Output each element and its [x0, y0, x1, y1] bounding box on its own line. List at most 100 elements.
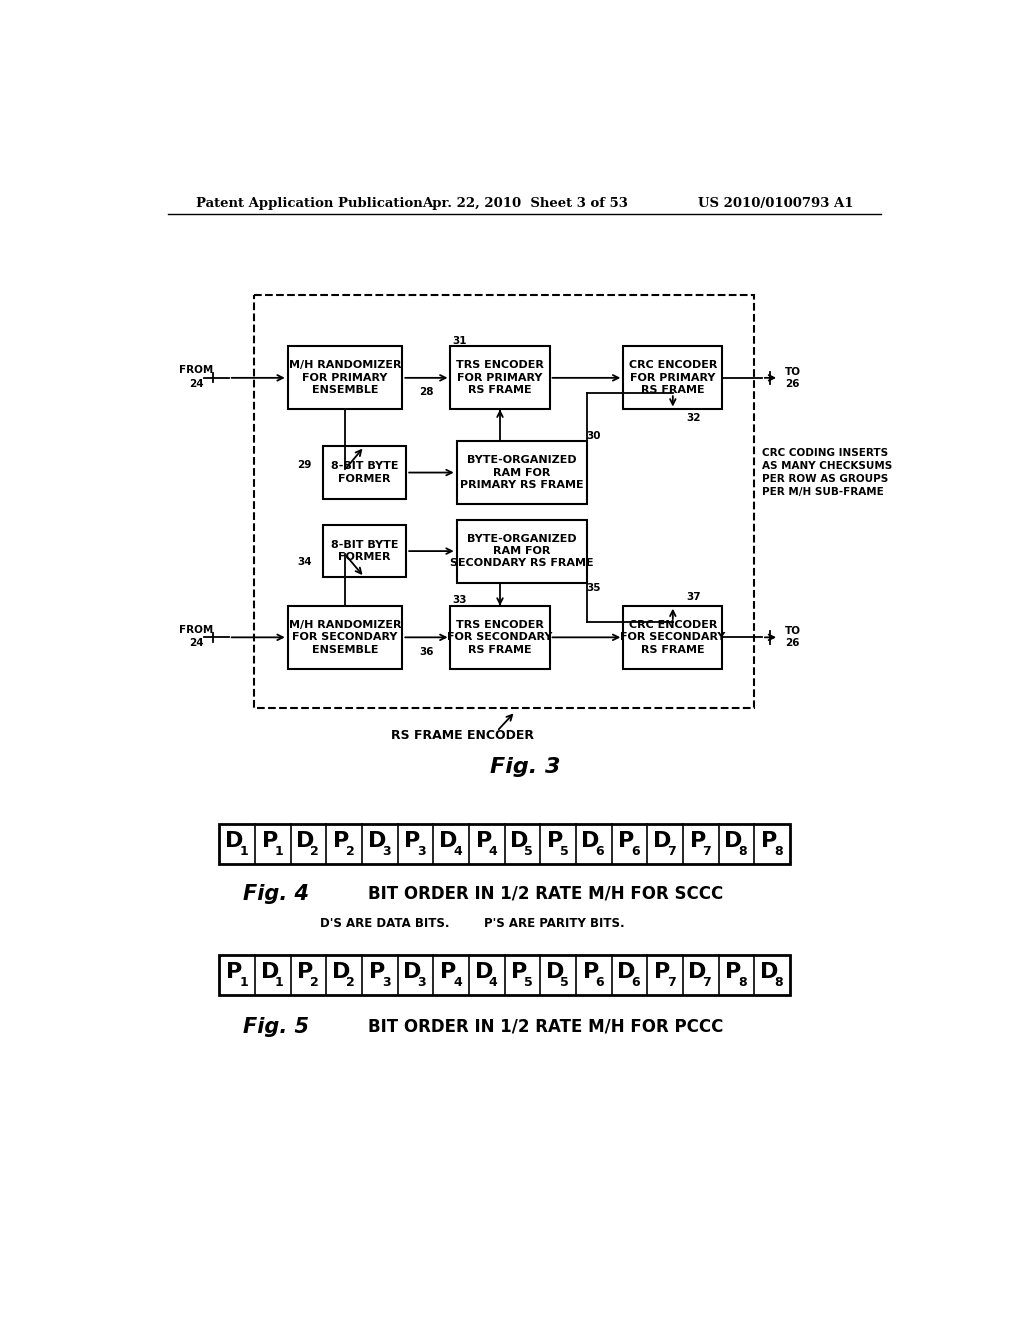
Text: 5: 5	[524, 845, 534, 858]
Text: Fig. 3: Fig. 3	[489, 756, 560, 776]
Text: D: D	[332, 962, 350, 982]
Text: P: P	[689, 832, 706, 851]
Text: US 2010/0100793 A1: US 2010/0100793 A1	[698, 197, 853, 210]
Bar	[288, 606, 402, 669]
Text: 2: 2	[310, 845, 319, 858]
Text: 1: 1	[274, 845, 284, 858]
Bar	[457, 441, 587, 504]
Bar	[451, 346, 550, 409]
Text: D: D	[510, 832, 528, 851]
Text: 6: 6	[632, 845, 640, 858]
Text: 6: 6	[596, 975, 604, 989]
Text: P: P	[475, 832, 492, 851]
Text: 30: 30	[587, 430, 601, 441]
Text: 5: 5	[560, 975, 568, 989]
Text: 8: 8	[738, 845, 746, 858]
Text: 36: 36	[419, 647, 433, 656]
Text: 33: 33	[452, 595, 467, 606]
Text: RS FRAME ENCODER: RS FRAME ENCODER	[391, 730, 535, 742]
Text: D: D	[652, 832, 671, 851]
Text: D: D	[225, 832, 244, 851]
Text: D: D	[760, 962, 778, 982]
Text: D: D	[582, 832, 600, 851]
Text: 8: 8	[774, 975, 782, 989]
Text: P: P	[547, 832, 563, 851]
Text: 3: 3	[418, 845, 426, 858]
Text: 2: 2	[346, 975, 354, 989]
Text: 26: 26	[785, 379, 800, 389]
Text: 24: 24	[188, 379, 204, 389]
Text: 1: 1	[239, 975, 248, 989]
Text: P: P	[725, 962, 741, 982]
Text: CRC ENCODER
FOR SECONDARY
RS FRAME: CRC ENCODER FOR SECONDARY RS FRAME	[621, 620, 726, 655]
Text: 28: 28	[419, 387, 433, 397]
Text: Apr. 22, 2010  Sheet 3 of 53: Apr. 22, 2010 Sheet 3 of 53	[422, 197, 628, 210]
Text: 4: 4	[488, 845, 498, 858]
Text: P: P	[333, 832, 349, 851]
Text: D: D	[724, 832, 742, 851]
Bar	[323, 446, 407, 499]
Text: D: D	[368, 832, 386, 851]
Text: 3: 3	[418, 975, 426, 989]
Text: 4: 4	[453, 975, 462, 989]
Text: P: P	[761, 832, 777, 851]
Text: FROM: FROM	[179, 366, 213, 375]
Text: 8: 8	[738, 975, 746, 989]
Text: 6: 6	[632, 975, 640, 989]
Text: D: D	[688, 962, 707, 982]
Text: P: P	[226, 962, 243, 982]
Text: BIT ORDER IN 1/2 RATE M/H FOR PCCC: BIT ORDER IN 1/2 RATE M/H FOR PCCC	[369, 1018, 724, 1036]
Text: M/H RANDOMIZER
FOR PRIMARY
ENSEMBLE: M/H RANDOMIZER FOR PRIMARY ENSEMBLE	[289, 360, 401, 395]
Text: 31: 31	[452, 335, 467, 346]
Text: TO: TO	[785, 367, 801, 376]
Text: 6: 6	[596, 845, 604, 858]
Text: 7: 7	[667, 845, 676, 858]
Text: 32: 32	[686, 413, 700, 422]
Text: BIT ORDER IN 1/2 RATE M/H FOR SCCC: BIT ORDER IN 1/2 RATE M/H FOR SCCC	[369, 884, 724, 903]
Text: 1: 1	[239, 845, 248, 858]
Text: D: D	[439, 832, 458, 851]
Text: P: P	[583, 962, 599, 982]
Text: P'S ARE PARITY BITS.: P'S ARE PARITY BITS.	[484, 917, 625, 931]
Text: D: D	[261, 962, 279, 982]
Text: P: P	[262, 832, 278, 851]
Text: TRS ENCODER
FOR SECONDARY
RS FRAME: TRS ENCODER FOR SECONDARY RS FRAME	[447, 620, 553, 655]
Text: 26: 26	[785, 639, 800, 648]
Text: 7: 7	[702, 845, 712, 858]
Text: 24: 24	[188, 639, 204, 648]
Text: 37: 37	[686, 593, 700, 602]
Text: FROM: FROM	[179, 624, 213, 635]
Text: 4: 4	[453, 845, 462, 858]
Text: P: P	[369, 962, 385, 982]
Text: D: D	[403, 962, 422, 982]
Bar	[219, 954, 790, 995]
Text: 29: 29	[297, 459, 311, 470]
Bar	[451, 606, 550, 669]
Text: P: P	[297, 962, 313, 982]
Bar	[457, 520, 587, 582]
Text: D: D	[546, 962, 564, 982]
Text: D: D	[296, 832, 314, 851]
Bar	[323, 525, 407, 577]
Text: 7: 7	[667, 975, 676, 989]
Bar	[288, 346, 402, 409]
Text: CRC ENCODER
FOR PRIMARY
RS FRAME: CRC ENCODER FOR PRIMARY RS FRAME	[629, 360, 717, 395]
Text: Patent Application Publication: Patent Application Publication	[197, 197, 423, 210]
Text: 8-BIT BYTE
FORMER: 8-BIT BYTE FORMER	[331, 462, 398, 483]
Text: D: D	[474, 962, 493, 982]
Bar	[624, 606, 722, 669]
Text: 35: 35	[587, 583, 601, 593]
Text: P: P	[654, 962, 670, 982]
Text: P: P	[440, 962, 457, 982]
Text: Fig. 4: Fig. 4	[243, 884, 308, 904]
Text: TRS ENCODER
FOR PRIMARY
RS FRAME: TRS ENCODER FOR PRIMARY RS FRAME	[456, 360, 544, 395]
Text: BYTE-ORGANIZED
RAM FOR
SECONDARY RS FRAME: BYTE-ORGANIZED RAM FOR SECONDARY RS FRAM…	[450, 533, 594, 569]
Text: 2: 2	[346, 845, 354, 858]
Text: 8: 8	[774, 845, 782, 858]
Text: 3: 3	[382, 845, 390, 858]
Text: BYTE-ORGANIZED
RAM FOR
PRIMARY RS FRAME: BYTE-ORGANIZED RAM FOR PRIMARY RS FRAME	[460, 455, 584, 490]
Text: P: P	[618, 832, 635, 851]
Text: 3: 3	[382, 975, 390, 989]
Text: P: P	[511, 962, 527, 982]
Text: TO: TO	[785, 626, 801, 636]
